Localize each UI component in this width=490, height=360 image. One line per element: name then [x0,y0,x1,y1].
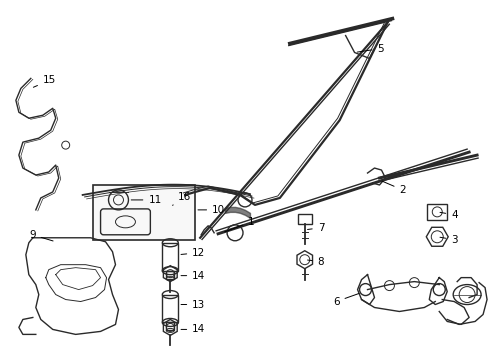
Text: 15: 15 [33,75,56,87]
Text: 5: 5 [357,44,384,54]
Bar [166,271,174,279]
Text: 16: 16 [172,192,192,205]
Text: 7: 7 [308,223,324,233]
Text: 9: 9 [29,230,53,241]
Text: 6: 6 [333,293,359,306]
Bar [427,204,447,220]
Text: 4: 4 [440,210,458,220]
Text: 11: 11 [131,195,162,205]
Bar [93,185,195,240]
Bar [162,243,178,271]
Text: 8: 8 [308,257,324,267]
Text: 10: 10 [198,205,225,215]
Text: 2: 2 [382,181,406,195]
Bar [162,294,178,323]
Text: 14: 14 [181,324,205,334]
Bar [166,323,174,330]
Bar [298,214,312,224]
Text: 13: 13 [181,300,205,310]
Text: 14: 14 [181,271,205,281]
Text: 3: 3 [440,235,458,245]
Text: 12: 12 [181,248,205,258]
Text: 1: 1 [225,217,255,232]
